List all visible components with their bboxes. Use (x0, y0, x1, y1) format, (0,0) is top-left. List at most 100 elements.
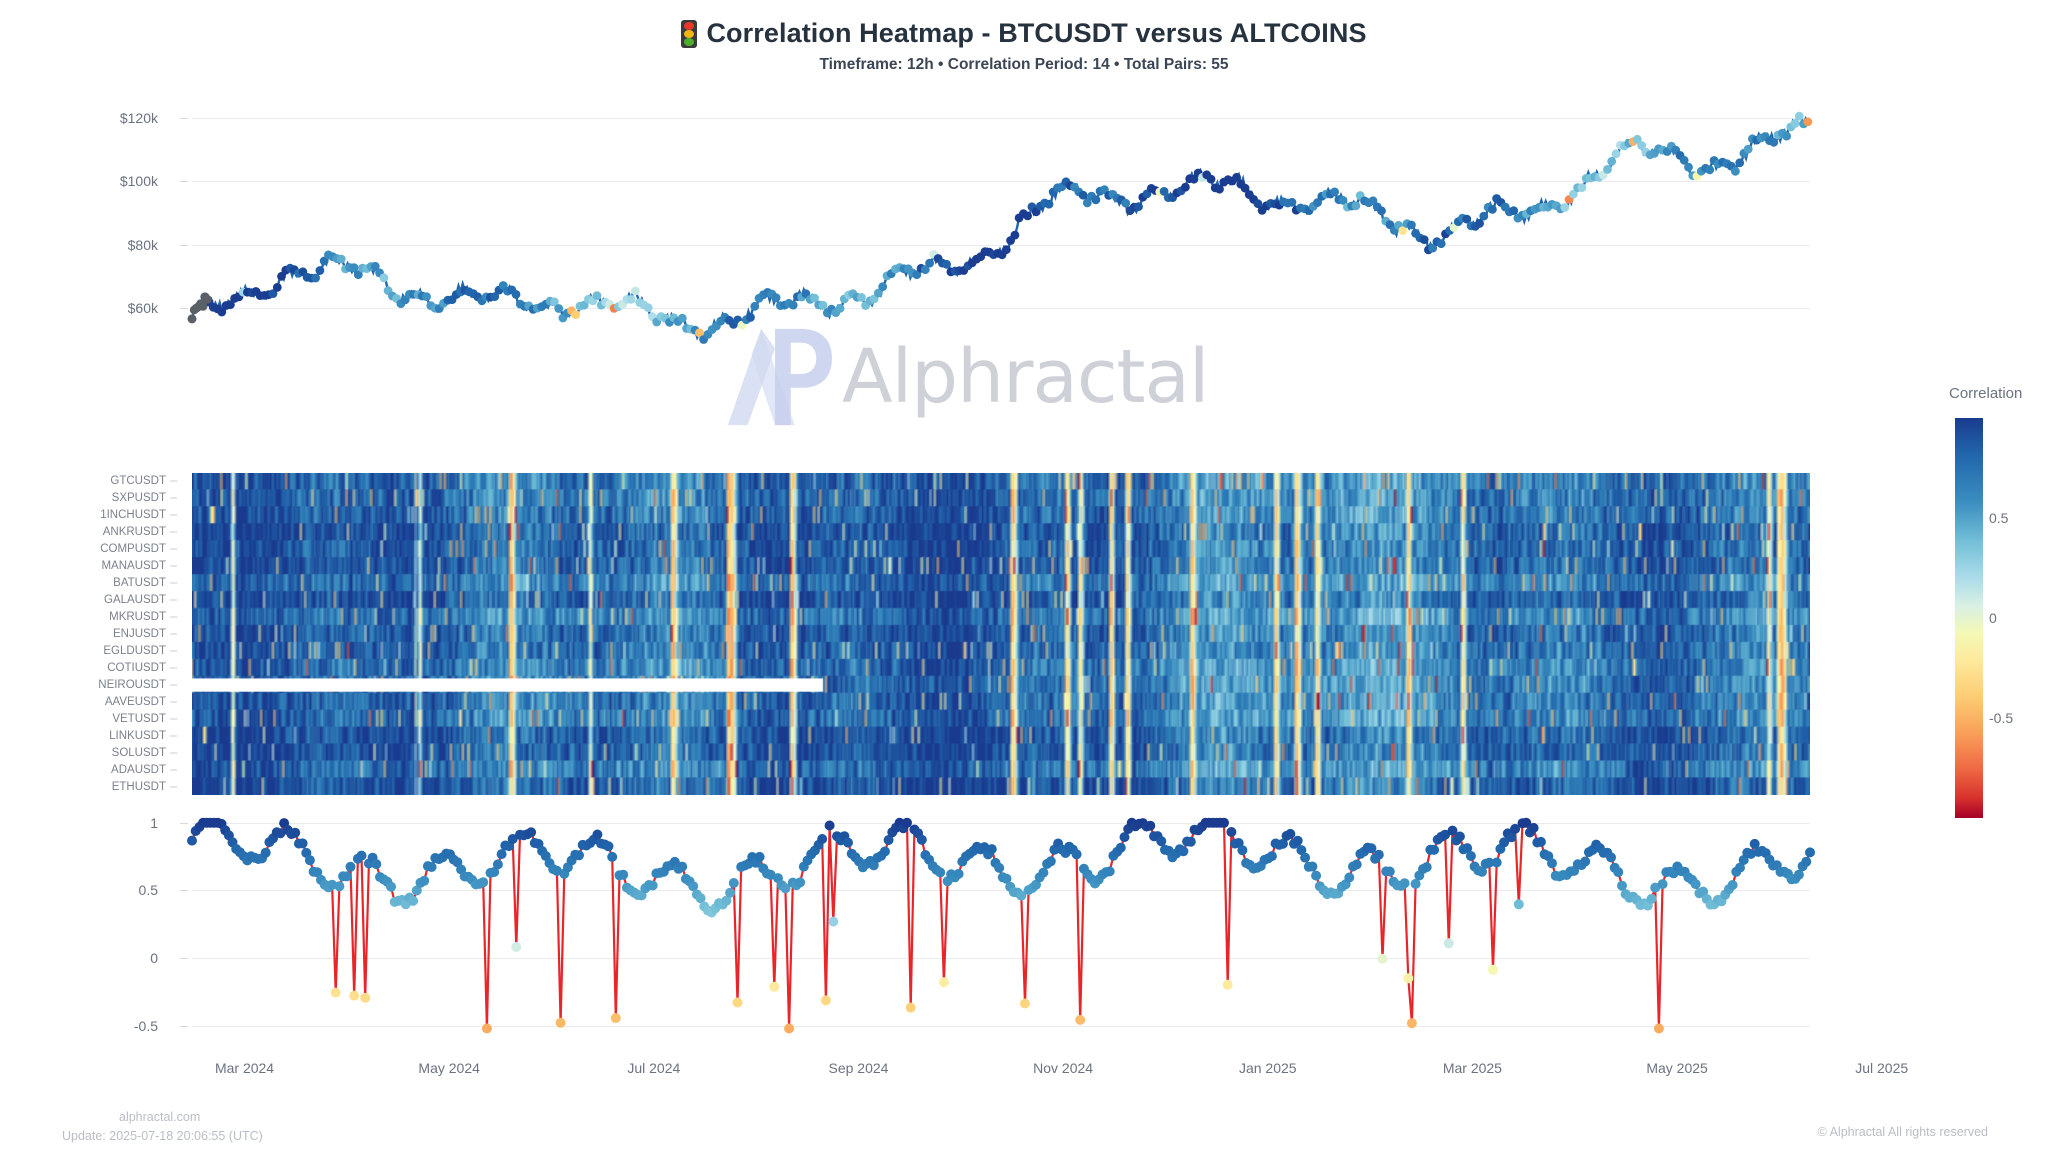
chart-header: Correlation Heatmap - BTCUSDT versus ALT… (0, 18, 2048, 74)
correlation-point (187, 835, 197, 846)
correlation-point (1698, 886, 1709, 897)
colorbar-title: Correlation (1949, 385, 2023, 402)
price-point (268, 289, 278, 298)
price-point (1684, 162, 1693, 172)
price-point (1731, 166, 1740, 176)
heatmap-row-tick (170, 684, 177, 686)
footer-left: alphractal.com Update: 2025-07-18 20:06:… (62, 1108, 263, 1147)
price-point (490, 292, 500, 301)
price-point (1794, 111, 1804, 121)
correlation-point (1528, 822, 1539, 833)
price-point (874, 288, 883, 298)
correlation-point (411, 885, 422, 896)
btc-price-chart: $120k $100k $80k $60k (0, 96, 1915, 346)
correlation-point (725, 887, 736, 898)
price-point (1368, 196, 1378, 206)
correlation-point (688, 881, 699, 892)
price-point (1078, 190, 1088, 200)
correlation-point (1104, 866, 1115, 877)
price-point (1023, 211, 1032, 221)
price-point (835, 303, 845, 313)
heatmap-row-tick (170, 514, 177, 516)
price-point (592, 291, 602, 300)
correlation-point (1045, 856, 1056, 867)
page-title-text: Correlation Heatmap - BTCUSDT versus ALT… (706, 18, 1367, 48)
site-link[interactable]: alphractal.com (119, 1110, 201, 1124)
price-point (1479, 211, 1489, 221)
correlation-point (1488, 964, 1498, 975)
heatmap-row-label: AAVEUSDT (104, 695, 166, 708)
correlation-plot-area (187, 812, 1815, 1042)
price-point (1159, 187, 1169, 196)
price-point (1287, 197, 1297, 207)
correlation-point (1351, 859, 1362, 870)
correlation-point (1001, 873, 1012, 884)
price-point (1313, 198, 1322, 207)
heatmap-row-tick (170, 565, 177, 567)
correlation-point (1690, 879, 1701, 890)
correlation-point (618, 869, 629, 880)
correlation-point (341, 871, 352, 882)
price-point (1181, 182, 1190, 192)
price-plot-area (187, 96, 1813, 346)
correlation-point (1535, 836, 1546, 847)
correlation-point (883, 835, 894, 845)
price-point (217, 307, 227, 317)
correlation-point (1145, 820, 1156, 831)
correlation-point (1510, 823, 1521, 834)
price-point (1121, 198, 1131, 208)
price-point (554, 304, 564, 313)
correlation-point (1178, 846, 1189, 857)
correlation-point (297, 838, 308, 849)
correlation-point (1185, 836, 1196, 847)
correlation-point (1226, 827, 1237, 837)
correlation-point (592, 829, 603, 840)
copyright: © Alphractal All rights reserved (1817, 1125, 1988, 1139)
correlation-point (1454, 831, 1465, 842)
colorbar-tick-label: -0.5 (1989, 710, 2014, 726)
price-point (643, 303, 653, 312)
heatmap-row-tick (170, 582, 177, 584)
correlation-point (1617, 880, 1627, 891)
correlation-point (721, 895, 732, 906)
correlation-point (1443, 938, 1454, 949)
correlation-point (1805, 847, 1815, 858)
correlation-point (1521, 817, 1532, 828)
heatmap-row-tick (170, 769, 177, 771)
heatmap-row-label: COTIUSDT (107, 661, 166, 674)
correlation-point (511, 942, 522, 952)
heatmap-row-label: EGLDUSDT (103, 644, 166, 657)
correlation-point (780, 883, 791, 894)
price-point (878, 282, 888, 292)
price-point (1091, 195, 1101, 205)
heatmap-row-label: ENJUSDT (112, 628, 166, 640)
price-point (1488, 205, 1497, 214)
price-point (1351, 201, 1361, 211)
price-point (1215, 184, 1224, 194)
correlation-point (994, 862, 1005, 873)
page-title: Correlation Heatmap - BTCUSDT versus ALT… (0, 18, 2048, 49)
axis-tick (180, 890, 188, 892)
axis-tick (180, 118, 188, 120)
correlation-series (187, 817, 1815, 1034)
correlation-point (1219, 817, 1229, 828)
correlation-point (526, 827, 537, 838)
x-axis-tick-label: Nov 2024 (1033, 1060, 1094, 1076)
price-point (1082, 198, 1092, 208)
correlation-point (574, 850, 584, 861)
correlation-point (1311, 870, 1322, 881)
correlation-point (1115, 842, 1126, 853)
correlation-point (1440, 829, 1451, 840)
price-point (1475, 219, 1484, 228)
price-point (1462, 214, 1472, 224)
price-point (925, 258, 934, 268)
correlation-point (728, 878, 739, 888)
heatmap-row-label: SOLUSDT (111, 746, 166, 759)
correlation-point (1749, 838, 1760, 849)
heatmap-row-tick (170, 480, 177, 482)
x-axis-tick-label: Mar 2024 (214, 1060, 275, 1076)
price-point (203, 295, 212, 304)
traffic-light-icon (681, 19, 698, 48)
chart-subtitle: Timeframe: 12h • Correlation Period: 14 … (819, 56, 1229, 73)
correlation-point (1653, 1023, 1664, 1034)
